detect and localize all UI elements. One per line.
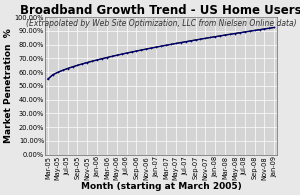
Title: Broadband Growth Trend - US Home Users: Broadband Growth Trend - US Home Users xyxy=(20,4,300,17)
X-axis label: Month (starting at March 2005): Month (starting at March 2005) xyxy=(81,182,242,191)
Text: (Extrapolated by Web Site Optimization, LLC from Nielsen Online data): (Extrapolated by Web Site Optimization, … xyxy=(26,19,296,28)
Y-axis label: Market Penetration  %: Market Penetration % xyxy=(4,28,13,143)
